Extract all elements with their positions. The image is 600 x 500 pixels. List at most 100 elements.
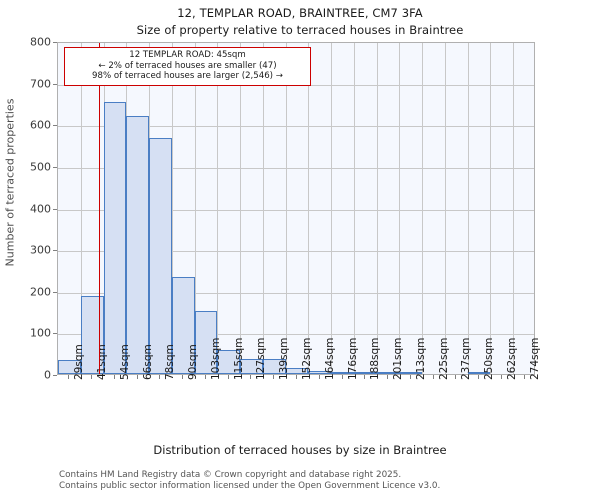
y-axis-tick-mark bbox=[53, 250, 57, 252]
property-marker-line bbox=[98, 43, 101, 374]
gridline-horizontal bbox=[58, 251, 534, 253]
x-axis-tick-mark bbox=[91, 375, 93, 379]
y-axis-tick-mark bbox=[53, 42, 57, 43]
gridline-vertical bbox=[81, 43, 82, 374]
x-axis-tick-label: 152sqm bbox=[301, 337, 313, 380]
y-axis-tick-label: 100 bbox=[30, 326, 51, 340]
gridline-vertical bbox=[468, 43, 469, 374]
histogram-bar bbox=[308, 371, 332, 374]
gridline-vertical bbox=[286, 43, 287, 374]
histogram-bar bbox=[126, 115, 150, 374]
x-axis-tick-label: 139sqm bbox=[278, 337, 291, 380]
x-axis-tick-mark bbox=[455, 375, 457, 379]
x-axis-tick-mark bbox=[296, 375, 297, 379]
y-axis-tick-label: 0 bbox=[44, 368, 51, 382]
x-axis-tick-mark bbox=[432, 375, 434, 379]
footer-attribution: Contains HM Land Registry data © Crown c… bbox=[59, 470, 579, 492]
x-axis-tick-label: 164sqm bbox=[323, 337, 336, 380]
footer-line-1: Contains HM Land Registry data © Crown c… bbox=[59, 470, 402, 480]
y-axis-tick-label: 700 bbox=[30, 77, 51, 91]
x-axis-tick-label: 250sqm bbox=[483, 337, 496, 380]
gridline-vertical bbox=[195, 43, 196, 374]
gridline-vertical bbox=[422, 43, 423, 374]
histogram-bar bbox=[217, 349, 241, 374]
histogram-bar bbox=[194, 310, 218, 374]
x-axis-tick-label: 103sqm bbox=[209, 337, 222, 380]
gridline-vertical bbox=[513, 43, 514, 374]
y-axis-tick-mark bbox=[53, 291, 57, 293]
histogram-bar bbox=[467, 372, 491, 374]
histogram-bar bbox=[103, 102, 127, 374]
gridline-vertical bbox=[490, 43, 491, 374]
x-axis-tick-mark bbox=[387, 375, 389, 379]
x-axis-tick-mark bbox=[341, 375, 343, 379]
x-axis-tick-label: 274sqm bbox=[528, 337, 541, 380]
x-axis-tick-mark bbox=[273, 375, 275, 379]
gridline-vertical bbox=[354, 43, 355, 374]
histogram-bar bbox=[58, 360, 81, 374]
x-axis-tick-mark bbox=[364, 375, 366, 379]
x-axis-tick-mark bbox=[182, 375, 184, 379]
gridline-horizontal bbox=[58, 292, 534, 294]
gridline-vertical bbox=[172, 43, 173, 374]
x-axis-tick-label: 115sqm bbox=[232, 337, 245, 380]
plot-area bbox=[57, 42, 535, 375]
chart-header: 12, TEMPLAR ROAD, BRAINTREE, CM7 3FA Siz… bbox=[0, 0, 600, 37]
x-axis-tick-mark bbox=[250, 375, 252, 379]
gridline-vertical bbox=[331, 43, 332, 374]
gridline-vertical bbox=[263, 43, 264, 374]
annotation-line-3: 98% of terraced houses are larger (2,546… bbox=[92, 71, 283, 82]
page-subtitle: Size of property relative to terraced ho… bbox=[136, 23, 464, 37]
x-axis-tick-mark bbox=[227, 375, 229, 379]
x-axis-tick-label: 213sqm bbox=[414, 337, 427, 380]
x-axis-tick-mark bbox=[318, 375, 320, 379]
x-axis-tick-mark bbox=[478, 375, 480, 379]
histogram-bar bbox=[353, 372, 377, 374]
histogram-bar bbox=[285, 367, 309, 374]
annotation-line-2: ← 2% of terraced houses are smaller (47) bbox=[98, 60, 277, 71]
y-axis-tick-mark bbox=[53, 375, 57, 376]
x-axis-tick-mark bbox=[136, 375, 138, 379]
x-axis-tick-label: 54sqm bbox=[118, 344, 131, 380]
gridline-horizontal bbox=[58, 126, 534, 128]
bar-series bbox=[58, 43, 534, 374]
gridline-horizontal bbox=[58, 167, 534, 169]
footer-line-2: Contains public sector information licen… bbox=[59, 481, 441, 491]
gridline-horizontal bbox=[58, 209, 534, 211]
gridline-vertical bbox=[240, 43, 241, 374]
histogram-bar bbox=[80, 296, 104, 374]
annotation-box: 12 TEMPLAR ROAD: 45sqm ← 2% of terraced … bbox=[64, 47, 311, 86]
gridline-vertical bbox=[399, 43, 400, 374]
x-axis-tick-label: 225sqm bbox=[437, 337, 450, 380]
x-axis-tick-mark bbox=[204, 375, 206, 379]
x-axis-tick-mark bbox=[159, 375, 161, 379]
x-axis-tick-label: 127sqm bbox=[255, 337, 268, 380]
histogram-bar bbox=[331, 372, 354, 374]
annotation-line-1: 12 TEMPLAR ROAD: 45sqm bbox=[129, 50, 246, 60]
page-title: 12, TEMPLAR ROAD, BRAINTREE, CM7 3FA bbox=[177, 6, 423, 20]
y-axis-tick-label: 500 bbox=[30, 160, 51, 174]
x-axis-tick-label: 176sqm bbox=[346, 337, 359, 380]
x-axis-tick-mark bbox=[68, 375, 70, 379]
x-axis-tick-label: 262sqm bbox=[505, 337, 518, 380]
x-axis-tick-label: 237sqm bbox=[460, 337, 473, 380]
y-axis-tick-label: 200 bbox=[30, 285, 51, 299]
x-axis-tick-mark bbox=[113, 375, 115, 379]
histogram-bar bbox=[240, 359, 263, 374]
y-axis-tick-mark bbox=[53, 333, 57, 335]
x-axis-tick-label: 29sqm bbox=[73, 344, 86, 380]
y-axis-tick-label: 400 bbox=[30, 202, 51, 215]
y-axis-tick-label: 800 bbox=[30, 35, 51, 49]
x-axis-tick-mark bbox=[409, 375, 411, 379]
x-axis-tick-label: 78sqm bbox=[164, 344, 177, 380]
x-axis-tick-label: 90sqm bbox=[187, 344, 200, 380]
y-axis-tick-mark bbox=[53, 125, 57, 127]
gridline-vertical bbox=[217, 43, 218, 374]
x-axis-tick-mark bbox=[523, 375, 525, 379]
y-axis-tick-label: 600 bbox=[30, 118, 51, 132]
gridline-vertical bbox=[377, 43, 378, 374]
histogram-bar bbox=[376, 372, 400, 374]
x-axis-tick-mark bbox=[500, 375, 502, 379]
histogram-bar bbox=[171, 277, 195, 374]
gridline-vertical bbox=[308, 43, 309, 374]
